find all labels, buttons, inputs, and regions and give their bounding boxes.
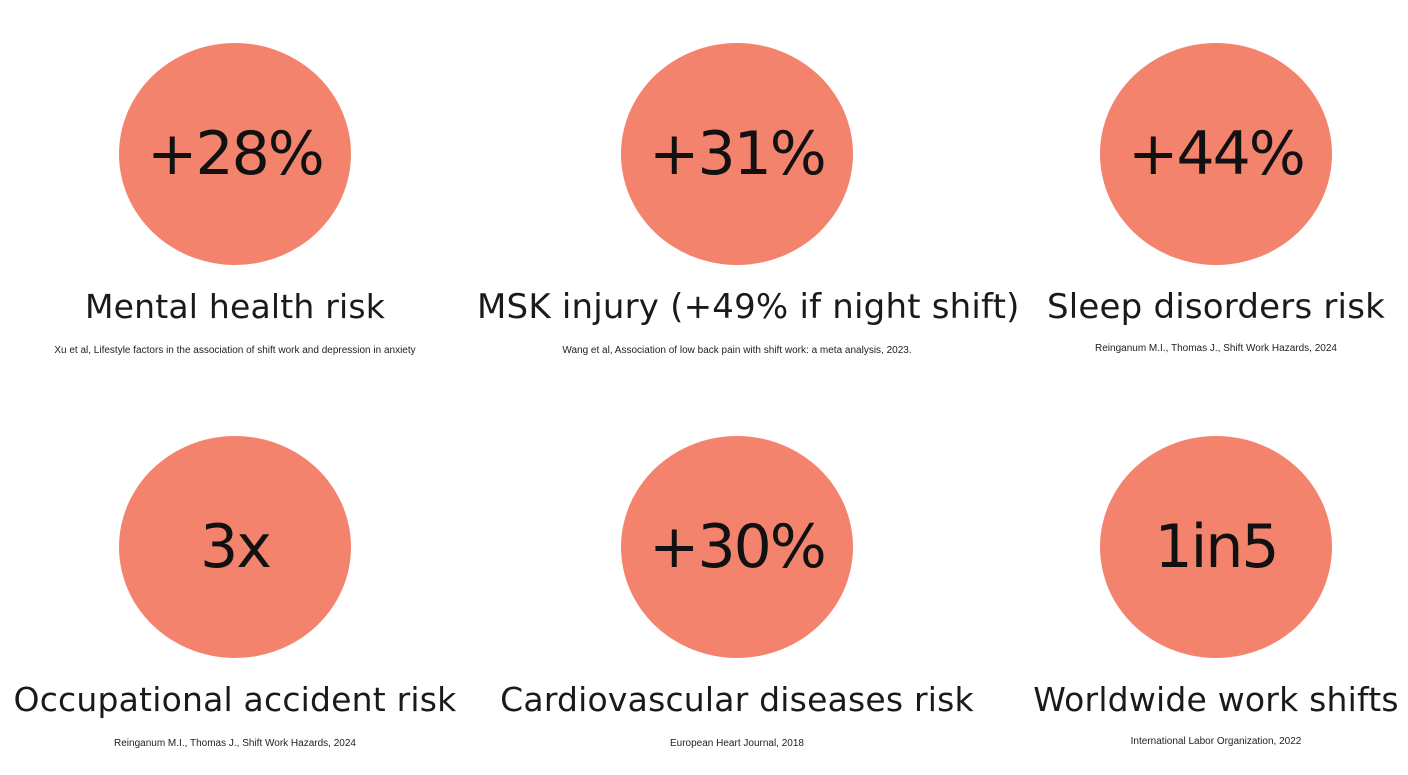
stat-value: +30% — [649, 512, 827, 582]
stat-label: Worldwide work shifts — [1033, 680, 1399, 719]
stat-circle: 1in5 — [1100, 436, 1332, 658]
stat-source: Xu et al, Lifestyle factors in the assoc… — [54, 345, 416, 356]
stat-label: Mental health risk — [84, 287, 386, 326]
stat-source: European Heart Journal, 2018 — [670, 738, 804, 749]
stat-label: Cardiovascular diseases risk — [500, 680, 974, 719]
stat-label: Sleep disorders risk — [1046, 287, 1385, 327]
stat-source: Reinganum M.I., Thomas J., Shift Work Ha… — [114, 738, 356, 749]
stat-source: Reinganum M.I., Thomas J., Shift Work Ha… — [1095, 343, 1337, 354]
stat-circle: 3x — [119, 436, 351, 658]
stat-circle: +28% — [119, 43, 351, 265]
stat-value: +44% — [1128, 119, 1306, 189]
stat-label: MSK injury (+49% if night shift) — [477, 287, 1020, 327]
stat-value: +31% — [649, 119, 827, 189]
stat-value: 3x — [200, 512, 272, 582]
stat-value: 1in5 — [1154, 512, 1279, 582]
stat-source: International Labor Organization, 2022 — [1130, 736, 1302, 747]
stat-circle: +31% — [621, 43, 853, 265]
stat-circle: +44% — [1100, 43, 1332, 265]
stat-value: +28% — [147, 119, 325, 189]
stat-source: Wang et al, Association of low back pain… — [562, 345, 912, 356]
stat-label: Occupational accident risk — [13, 680, 457, 719]
stat-circle: +30% — [621, 436, 853, 658]
